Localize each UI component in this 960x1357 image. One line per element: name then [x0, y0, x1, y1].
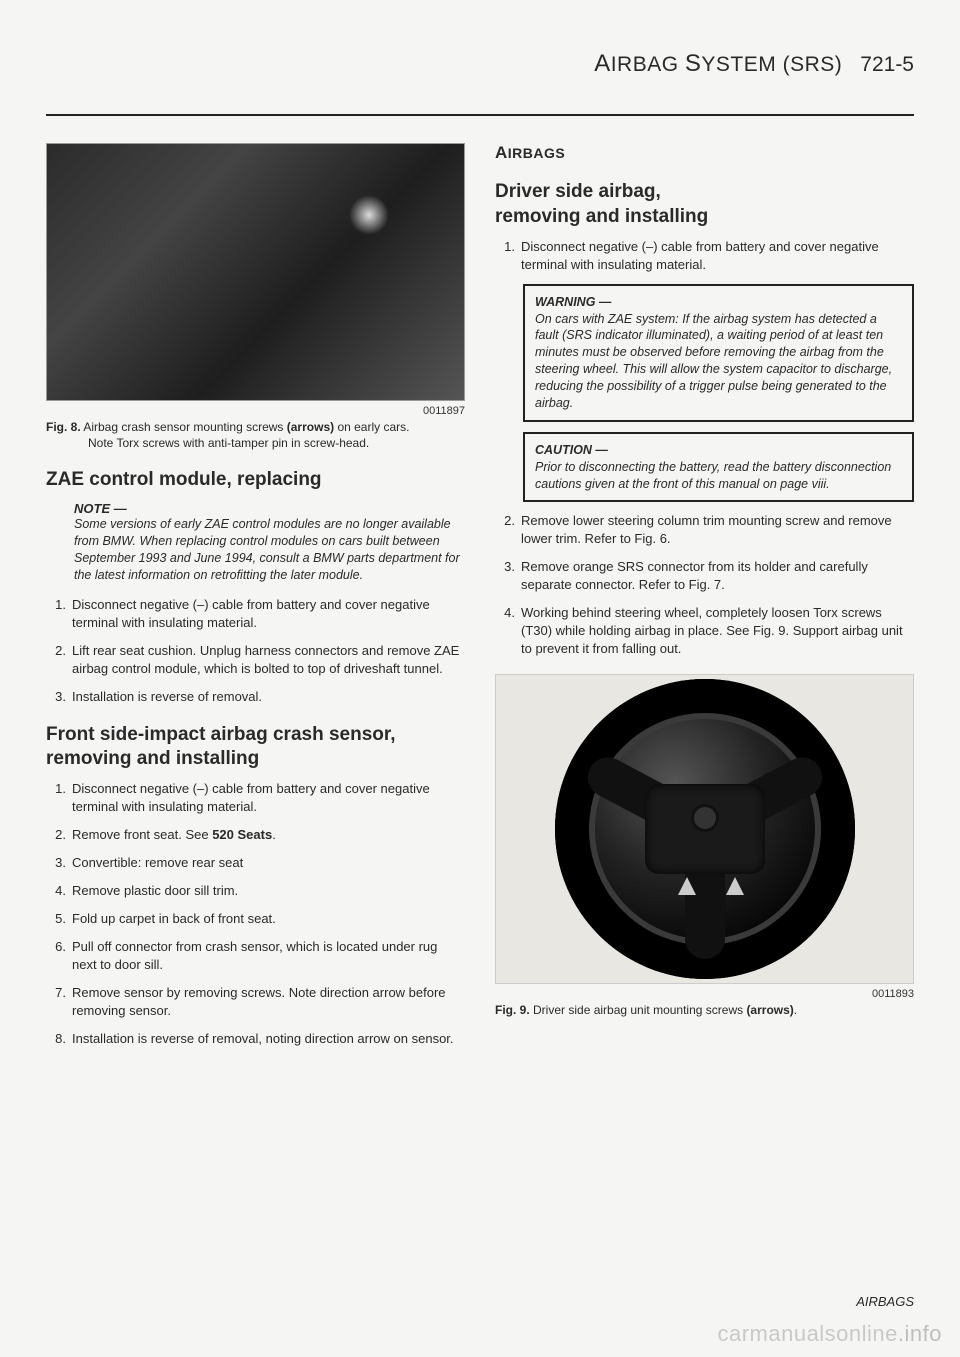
- title-paren: (SRS): [783, 53, 843, 76]
- watermark-a: carmanualsonline: [717, 1321, 897, 1346]
- warning-box: WARNING — On cars with ZAE system: If th…: [523, 284, 914, 422]
- page-number: 721-5: [860, 53, 914, 77]
- figure-9-label: Fig. 9.: [495, 1003, 530, 1017]
- caution-box: CAUTION — Prior to disconnecting the bat…: [523, 432, 914, 503]
- seats-xref: 520 Seats: [212, 827, 272, 842]
- caution-body: Prior to disconnecting the battery, read…: [535, 459, 902, 493]
- side-step-6: 6.Pull off connector from crash sensor, …: [46, 938, 465, 974]
- driver-step-3: 3.Remove orange SRS connector from its h…: [495, 558, 914, 594]
- side-step-2: 2.Remove front seat. See 520 Seats.: [46, 826, 465, 844]
- side-step-5: 5.Fold up carpet in back of front seat.: [46, 910, 465, 928]
- warning-body: On cars with ZAE system: If the airbag s…: [535, 311, 902, 412]
- warning-label: WARNING —: [535, 294, 902, 311]
- figure-8-text1: Airbag crash sensor mounting screws (arr…: [83, 420, 409, 434]
- driver-step-2: 2.Remove lower steering column trim moun…: [495, 512, 914, 548]
- figure-8-text2: Note Torx screws with anti-tamper pin in…: [88, 435, 369, 451]
- side-step-3: 3.Convertible: remove rear seat: [46, 854, 465, 872]
- zae-step-1: 1.Disconnect negative (–) cable from bat…: [46, 596, 465, 632]
- section-airbags: AIRBAGS: [495, 143, 914, 163]
- figure-9-photo: [495, 674, 914, 984]
- arrow-icon: [678, 877, 696, 895]
- left-column: 0011897 Fig. 8. Airbag crash sensor moun…: [46, 143, 465, 1058]
- header-rule: [46, 114, 914, 116]
- heading-driver-2: removing and installing: [495, 206, 914, 228]
- heading-side-impact-1: Front side-impact airbag crash sensor,: [46, 724, 465, 747]
- heading-zae: ZAE control module, replacing: [46, 469, 465, 491]
- page-header: AIRBAG SYSTEM (SRS) 721-5: [46, 50, 914, 78]
- page: AIRBAG SYSTEM (SRS) 721-5 0011897 Fig. 8…: [0, 0, 960, 1357]
- steering-wheel-icon: [555, 679, 855, 979]
- figure-8-photo: [46, 143, 465, 401]
- figure-8-label: Fig. 8.: [46, 420, 81, 434]
- title-word-1: IRBAG: [611, 53, 685, 76]
- footer-section: AIRBAGS: [856, 1294, 914, 1309]
- side-step-1: 1.Disconnect negative (–) cable from bat…: [46, 780, 465, 816]
- two-column-layout: 0011897 Fig. 8. Airbag crash sensor moun…: [46, 143, 914, 1058]
- title-word-2: YSTEM: [701, 53, 782, 76]
- figure-8-id: 0011897: [46, 405, 465, 417]
- note-label: NOTE —: [74, 501, 465, 516]
- side-step-8: 8.Installation is reverse of removal, no…: [46, 1030, 465, 1048]
- zae-step-3: 3.Installation is reverse of removal.: [46, 688, 465, 706]
- figure-9-id: 0011893: [495, 988, 914, 1000]
- title-letter-s: S: [685, 50, 702, 77]
- side-step-7: 7.Remove sensor by removing screws. Note…: [46, 984, 465, 1020]
- caution-label: CAUTION —: [535, 442, 902, 459]
- figure-9-caption: Fig. 9. Driver side airbag unit mounting…: [495, 1002, 914, 1018]
- note-body: Some versions of early ZAE control modul…: [74, 516, 465, 584]
- chapter-title: AIRBAG SYSTEM (SRS): [594, 50, 842, 78]
- watermark: carmanualsonline.info: [717, 1321, 942, 1347]
- figure-9-text: Driver side airbag unit mounting screws …: [533, 1003, 797, 1017]
- arrow-icon: [726, 877, 744, 895]
- driver-step-1: 1.Disconnect negative (–) cable from bat…: [495, 238, 914, 274]
- figure-8-caption: Fig. 8. Airbag crash sensor mounting scr…: [46, 419, 465, 451]
- title-letter-a: A: [594, 50, 611, 77]
- watermark-b: .info: [898, 1321, 942, 1346]
- heading-driver-1: Driver side airbag,: [495, 181, 914, 204]
- side-step-4: 4.Remove plastic door sill trim.: [46, 882, 465, 900]
- right-column: AIRBAGS Driver side airbag, removing and…: [495, 143, 914, 1058]
- zae-step-2: 2.Lift rear seat cushion. Unplug harness…: [46, 642, 465, 678]
- driver-step-4: 4.Working behind steering wheel, complet…: [495, 604, 914, 658]
- heading-side-impact-2: removing and installing: [46, 748, 465, 770]
